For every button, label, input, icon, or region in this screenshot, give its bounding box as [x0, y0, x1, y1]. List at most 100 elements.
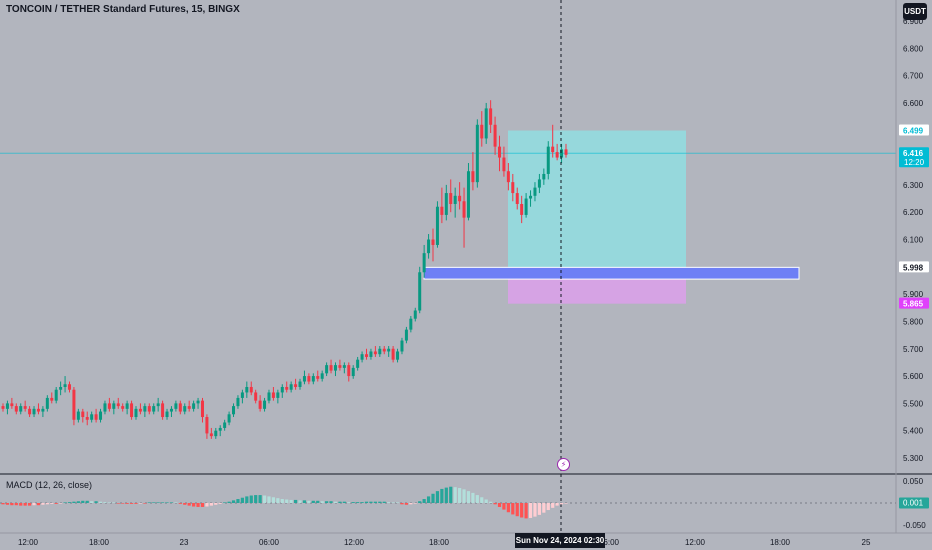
candle [76, 408, 80, 423]
candle [85, 411, 89, 426]
candle [435, 201, 439, 248]
macd-bar [431, 493, 435, 503]
currency-button[interactable]: USDT [903, 3, 927, 20]
candle [387, 346, 391, 357]
macd-bar [293, 499, 298, 503]
macd-bar [240, 497, 244, 503]
price-marker-label: 6.499 [903, 127, 924, 136]
macd-bar [32, 503, 36, 506]
candle [493, 116, 497, 155]
macd-tick-label: -0.050 [903, 521, 926, 530]
time-axis[interactable]: 12:00 18:00 23 06:00 12:00 18:00 06:00 12:00 18:… [18, 538, 871, 547]
macd-bar [333, 501, 338, 503]
candle [169, 406, 173, 418]
macd-bar [45, 503, 49, 505]
candle [369, 348, 373, 360]
symbol-title[interactable]: TONCOIN / TETHER Standard Futures, 15, B… [6, 4, 240, 15]
macd-bar [289, 499, 293, 503]
macd-bar [356, 502, 360, 503]
candle [90, 411, 94, 423]
candle [32, 406, 36, 418]
macd-bar [10, 503, 14, 506]
macd-bar [227, 501, 231, 503]
candle [59, 381, 63, 396]
macd-bar [382, 501, 386, 503]
candle [329, 359, 333, 374]
time-tick-label: 06:00 [259, 538, 280, 547]
macd-bar [515, 503, 519, 517]
candle [444, 184, 448, 221]
candle [161, 400, 165, 420]
macd-bar [262, 495, 267, 503]
macd-bar [67, 502, 72, 503]
candle [156, 397, 160, 412]
macd-bar [422, 499, 426, 503]
candle [520, 195, 524, 224]
candle [298, 378, 302, 390]
macd-bar [271, 497, 276, 503]
price-tick-label: 5.900 [903, 290, 924, 299]
macd-bar [307, 500, 311, 503]
macd-indicator-title[interactable]: MACD (12, 26, close) [6, 480, 93, 490]
candle [121, 403, 125, 412]
candle [431, 228, 435, 262]
candle [143, 403, 147, 418]
macd-bar [129, 503, 134, 504]
lightning-bolt-icon[interactable]: ⚡ [557, 458, 570, 471]
macd-bar [245, 496, 249, 503]
candle [347, 362, 351, 382]
candle [480, 111, 484, 147]
macd-bar [329, 501, 333, 503]
macd-bar [280, 499, 284, 503]
macd-bar [231, 500, 236, 503]
macd-bar [426, 496, 431, 503]
candle [351, 365, 355, 379]
macd-axis[interactable]: 0.050 0.001 -0.050 [899, 477, 929, 530]
candle [449, 179, 453, 213]
macd-bar [564, 503, 568, 504]
macd-bar [5, 503, 10, 505]
candle [396, 348, 400, 363]
price-tick-label: 5.700 [903, 345, 924, 354]
candle [302, 370, 306, 385]
candle [147, 403, 151, 415]
macd-bar [183, 503, 187, 505]
candle [418, 266, 422, 314]
candle [484, 102, 488, 144]
candle [506, 163, 510, 191]
macd-bar [511, 503, 515, 515]
candle [1, 403, 5, 412]
macd-bar [134, 503, 138, 504]
candle [542, 168, 546, 185]
price-tick-label: 5.400 [903, 427, 924, 436]
candle [245, 381, 249, 398]
price-tick-label: 5.500 [903, 399, 924, 408]
macd-bar [192, 503, 196, 507]
price-tick-label: 6.900 [903, 17, 924, 26]
candle [192, 400, 196, 412]
candle [533, 182, 537, 202]
price-marker-entry: 5.998 [899, 261, 929, 273]
candle [165, 408, 169, 420]
macd-bar [276, 498, 280, 503]
candle [276, 389, 280, 404]
macd-bar [320, 501, 324, 503]
macd-bar [484, 499, 488, 503]
macd-tick-label: 0.050 [903, 477, 924, 486]
candle [152, 403, 156, 415]
stop-loss-zone[interactable] [508, 279, 686, 304]
macd-bar [36, 503, 41, 506]
candle [130, 400, 134, 420]
macd-bar [50, 503, 54, 504]
price-marker-stop: 5.865 [899, 297, 929, 309]
macd-bar [559, 503, 564, 505]
entry-zone[interactable] [423, 266, 800, 280]
price-tick-label: 6.300 [903, 181, 924, 190]
macd-bar [200, 503, 205, 507]
macd-bar [98, 501, 103, 503]
candle [205, 414, 209, 439]
candle [232, 403, 236, 418]
candle [63, 376, 67, 393]
